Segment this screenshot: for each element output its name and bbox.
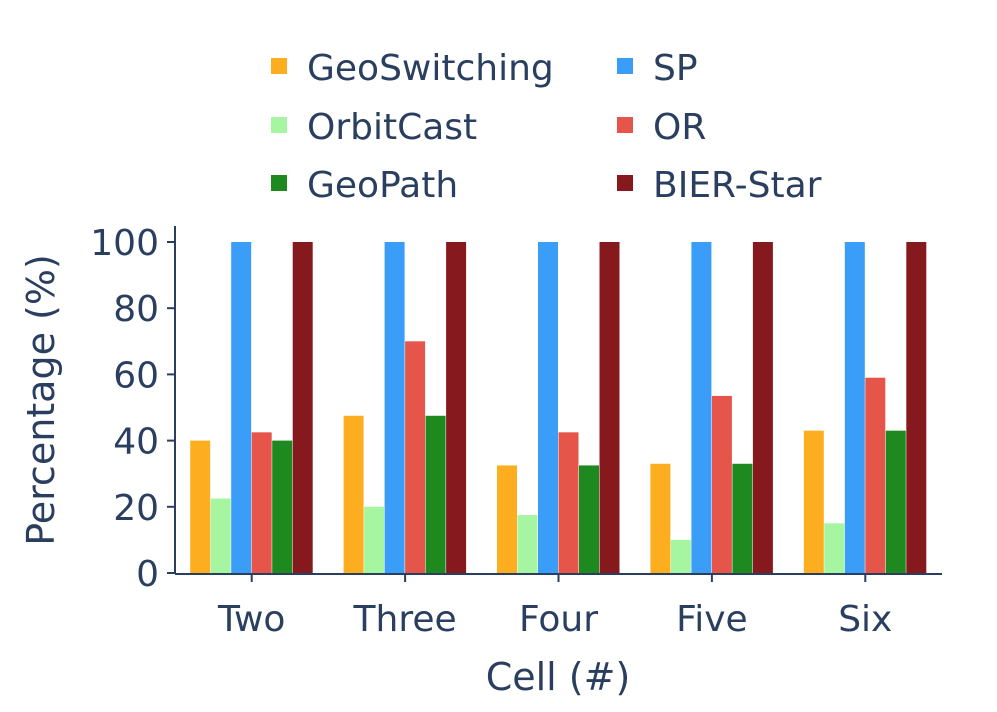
bar-geopath-two (272, 440, 293, 573)
bar-orbitcast-five (670, 539, 691, 573)
y-ticks: 0 20 40 60 80 100 (90, 223, 175, 595)
bar-orbitcast-four (517, 515, 538, 573)
legend-item-or: OR (617, 107, 706, 148)
bar-bier-star-five (752, 242, 773, 573)
legend-swatch (617, 58, 633, 74)
bar-bier-star-three (446, 242, 467, 573)
legend-item-geoswitching: GeoSwitching (271, 48, 554, 89)
legend-swatch (617, 117, 633, 133)
bars (190, 242, 927, 573)
bar-geopath-six (885, 430, 906, 573)
bar-geoswitching-two (190, 440, 211, 573)
legend-item-orbitcast: OrbitCast (271, 107, 477, 148)
bar-sp-four (538, 242, 558, 573)
y-tick-label: 100 (90, 223, 159, 264)
bar-sp-five (691, 242, 712, 573)
bar-geopath-five (732, 463, 753, 573)
legend-label: BIER-Star (653, 165, 822, 206)
x-tick-label: Four (519, 599, 598, 640)
legend-swatch (271, 175, 287, 191)
bar-bier-star-two (292, 242, 313, 573)
x-tick-label: Three (353, 599, 457, 640)
bar-geoswitching-six (803, 430, 824, 573)
bar-or-five (711, 395, 732, 573)
x-axis-title: Cell (#) (486, 655, 631, 699)
legend-label: OrbitCast (307, 107, 477, 148)
legend: GeoSwitching OrbitCast GeoPath SP OR BIER-Sta… (271, 48, 822, 206)
bar-bier-star-six (906, 242, 927, 573)
bar-orbitcast-six (824, 523, 845, 573)
bar-geopath-four (579, 465, 599, 573)
x-tick-label: Five (676, 599, 748, 640)
legend-label: GeoPath (307, 165, 458, 206)
bar-sp-two (231, 242, 252, 573)
y-axis-title: Percentage (%) (19, 254, 63, 546)
bar-or-six (865, 377, 886, 573)
bar-sp-six (844, 242, 865, 573)
bar-or-three (405, 341, 426, 573)
y-tick-label: 60 (113, 355, 159, 396)
bar-or-four (558, 432, 579, 573)
legend-label: SP (653, 48, 698, 89)
x-tick-label: Six (838, 599, 892, 640)
legend-item-geopath: GeoPath (271, 165, 458, 206)
y-tick-label: 20 (113, 488, 159, 529)
legend-item-sp: SP (617, 48, 698, 89)
bar-geoswitching-five (650, 463, 671, 573)
legend-swatch (617, 175, 633, 191)
bar-geoswitching-four (497, 465, 517, 573)
legend-label: GeoSwitching (307, 48, 554, 89)
x-tick-label: Two (217, 599, 286, 640)
legend-item-bier-star: BIER-Star (617, 165, 822, 206)
legend-swatch (271, 58, 287, 74)
bar-or-two (251, 432, 272, 573)
legend-swatch (271, 117, 287, 133)
bar-sp-three (384, 242, 405, 573)
y-tick-label: 40 (113, 422, 159, 463)
legend-label: OR (653, 107, 706, 148)
bar-geoswitching-three (343, 415, 364, 573)
bar-bier-star-four (599, 242, 620, 573)
bar-orbitcast-three (364, 506, 385, 573)
bar-orbitcast-two (210, 498, 231, 573)
y-tick-label: 0 (136, 554, 159, 595)
x-ticks: Two Three Four Five Six (217, 574, 892, 640)
bar-geopath-three (425, 415, 446, 573)
y-tick-label: 80 (113, 289, 159, 330)
